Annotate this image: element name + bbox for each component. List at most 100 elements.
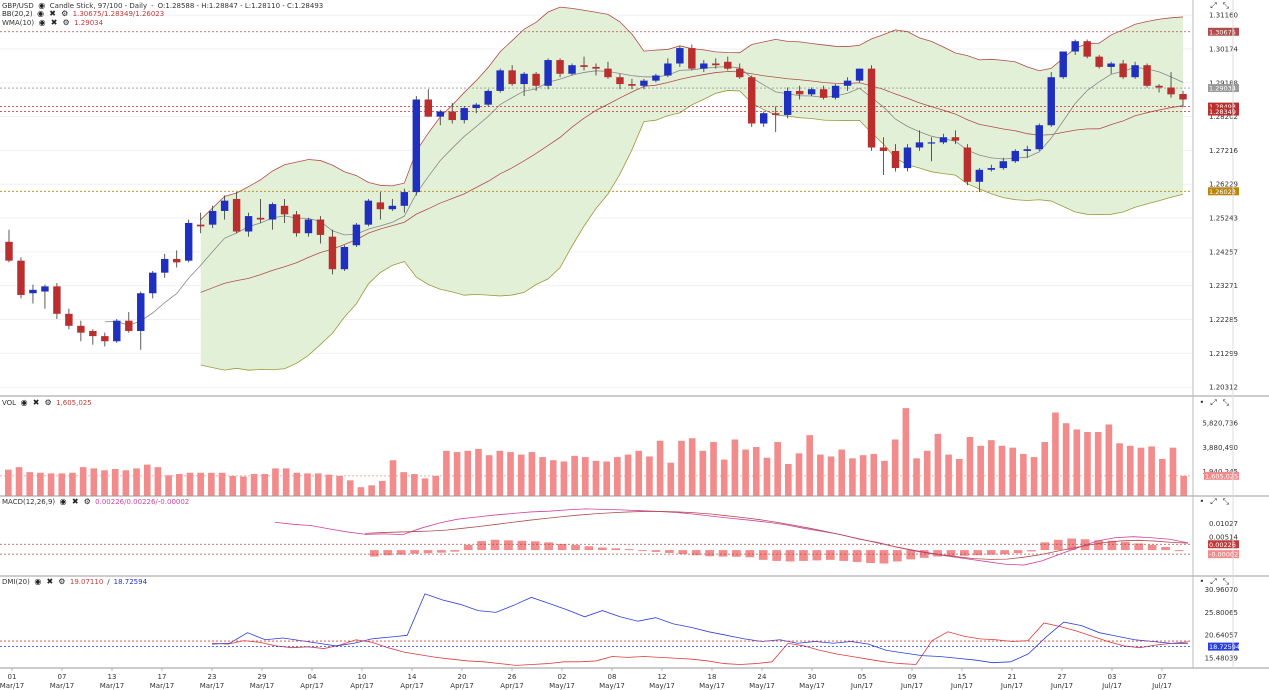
volume-bar	[304, 473, 311, 496]
volume-bar	[250, 474, 258, 496]
macd-histogram-bar	[732, 550, 741, 557]
candle-body	[520, 73, 528, 85]
candle-body	[843, 80, 852, 86]
candle-body	[220, 200, 229, 211]
candle-body	[1071, 41, 1079, 52]
x-tick-month: Jul/17	[1101, 682, 1122, 690]
volume-bar	[1158, 458, 1166, 496]
collapse-icon[interactable]: ⤡	[1222, 497, 1229, 506]
x-tick-month: Jun/17	[900, 682, 923, 690]
price-tag-box	[1208, 84, 1239, 93]
candle-body	[879, 147, 888, 151]
volume-bar	[752, 447, 760, 496]
macd-histogram-bar	[691, 550, 701, 556]
dmi-tick-label: 30.96070	[1205, 586, 1238, 594]
collapse-icon[interactable]: ⤡	[1222, 398, 1229, 407]
macd-histogram-bar	[1094, 540, 1103, 551]
macd-histogram-bar	[437, 550, 446, 553]
dmi-label: DMI(20)	[2, 578, 30, 586]
volume-bar	[400, 472, 407, 496]
gear-icon[interactable]: ⚙	[44, 398, 52, 407]
candle-body	[256, 217, 265, 220]
candle-body	[628, 84, 636, 86]
close-icon[interactable]: ✖	[32, 398, 40, 407]
x-tick-day: 14	[408, 673, 417, 681]
gear-icon[interactable]: ⚙	[83, 497, 91, 506]
candle-body	[1143, 65, 1151, 86]
dmi-tick-label: 20.64057	[1205, 632, 1238, 640]
candle-body	[352, 224, 361, 246]
macd-histogram-bar	[973, 550, 983, 556]
close-icon[interactable]: ✖	[49, 9, 56, 18]
close-icon[interactable]: ✖	[46, 577, 54, 586]
expand-icon[interactable]: ⤢	[1210, 398, 1217, 407]
x-tick-day: 02	[558, 673, 567, 681]
macd-histogram-bar	[450, 550, 460, 552]
price-panel-controls: ⤢ ⤡	[1210, 1, 1229, 11]
volume-bar	[143, 464, 151, 496]
eye-icon[interactable]: ◉	[38, 1, 46, 10]
y-tick-label: 1.27216	[1209, 147, 1238, 155]
candle-body	[1083, 41, 1091, 57]
collapse-icon[interactable]: ⤡	[1222, 1, 1229, 10]
x-tick-month: Mar/17	[50, 682, 74, 690]
gear-icon[interactable]: ⚙	[61, 9, 69, 18]
bollinger-middle-line	[200, 71, 1184, 293]
macd-histogram-bar	[490, 539, 500, 551]
expand-icon[interactable]: ⤢	[1210, 1, 1217, 10]
vol-tick-label: 3,880,490	[1202, 444, 1238, 452]
candle-body	[783, 90, 792, 115]
x-tick-month: Apr/17	[300, 682, 323, 690]
candle-body	[472, 104, 480, 109]
macd-histogram-bar	[423, 550, 433, 554]
volume-bar	[763, 457, 771, 496]
candle-body	[1119, 63, 1127, 78]
candle-body	[41, 286, 49, 292]
candle-body	[1095, 56, 1103, 67]
macd-tick-label: 0.01027	[1209, 520, 1238, 528]
gear-icon[interactable]: ⚙	[58, 577, 66, 586]
volume-bar	[336, 475, 343, 496]
candle-body	[304, 219, 313, 234]
volume-bar	[1041, 442, 1049, 496]
dmi-tick-label: 15.48039	[1205, 654, 1238, 662]
candle-body	[1023, 149, 1031, 151]
x-tick-day: 18	[708, 673, 717, 681]
expand-icon[interactable]: ⤢	[1210, 497, 1217, 506]
gear-icon[interactable]: •	[1199, 577, 1205, 586]
macd-histogram-bar	[1174, 550, 1184, 552]
gear-icon[interactable]: ⚙	[62, 18, 70, 27]
collapse-icon[interactable]: ⤡	[1222, 577, 1229, 586]
volume-bar	[614, 457, 621, 496]
gear-icon[interactable]: •	[1199, 497, 1205, 506]
x-tick-day: 01	[8, 673, 17, 681]
eye-icon[interactable]: ◉	[20, 398, 28, 407]
volume-bar	[603, 461, 610, 496]
x-tick-day: 09	[908, 673, 917, 681]
candle-body	[736, 68, 744, 78]
candle-body	[891, 150, 900, 169]
eye-icon[interactable]: ◉	[34, 577, 42, 586]
candle-body	[688, 48, 696, 69]
macd-histogram-bar	[933, 550, 942, 557]
macd-histogram-bar	[1080, 539, 1090, 551]
volume-bar	[945, 454, 952, 496]
close-icon[interactable]: ✖	[50, 18, 58, 27]
x-tick-day: 27	[1058, 673, 1067, 681]
candle-body	[424, 99, 432, 117]
candle-body	[1047, 77, 1055, 126]
volume-bar	[475, 448, 482, 496]
close-icon[interactable]: ✖	[71, 497, 79, 506]
macd-histogram-bar	[530, 541, 540, 551]
gear-icon[interactable]: •	[1199, 398, 1205, 407]
volume-bar	[325, 474, 333, 496]
volume-bar	[1148, 446, 1155, 496]
eye-icon[interactable]: ◉	[37, 9, 45, 18]
eye-icon[interactable]: ◉	[59, 497, 67, 506]
expand-icon[interactable]: ⤢	[1210, 577, 1217, 586]
volume-bar	[1009, 447, 1017, 496]
volume-bar	[891, 439, 899, 496]
eye-icon[interactable]: ◉	[38, 18, 46, 27]
